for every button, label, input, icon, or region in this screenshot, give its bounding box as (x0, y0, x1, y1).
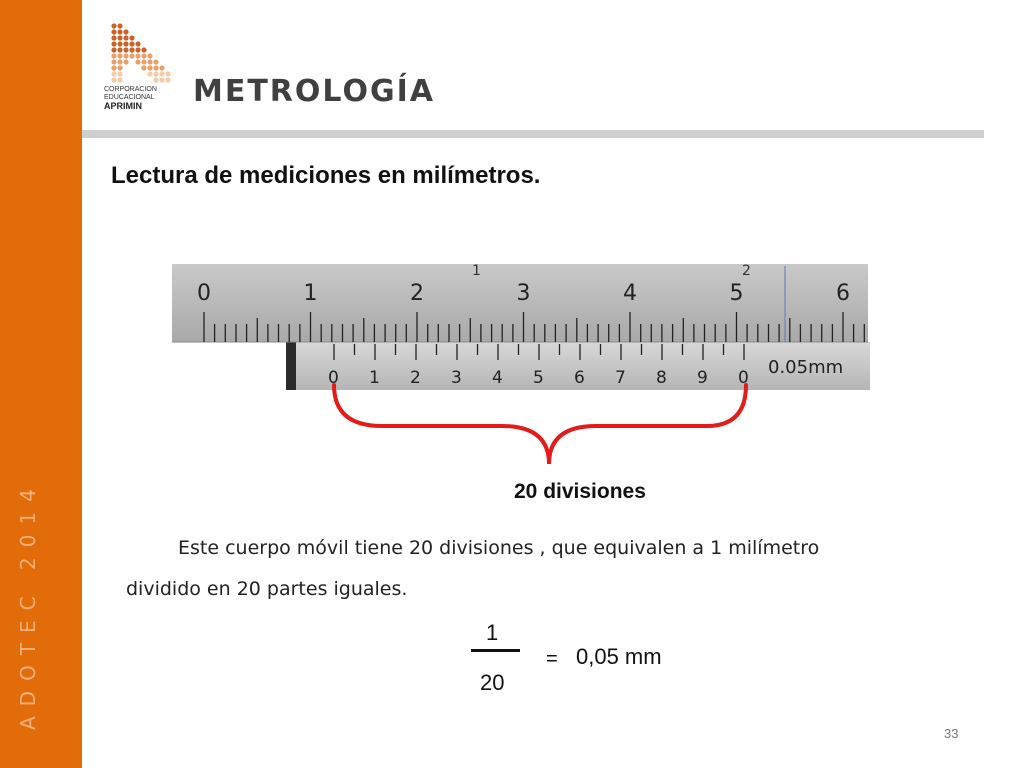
main-scale-label: 2 (410, 281, 424, 306)
vernier-unit-label: 0.05mm (768, 357, 843, 378)
vernier-scale-ticks (333, 344, 745, 360)
vernier-scale-label: 2 (410, 368, 421, 388)
main-scale-labels: 0 1 2 3 4 5 6 (197, 281, 850, 306)
vernier-scale-label: 6 (574, 368, 585, 388)
vernier-scale-label: 0 (738, 368, 749, 388)
main-scale-label: 0 (197, 281, 211, 306)
page-number: 33 (944, 726, 959, 741)
vernier-scale-label: 1 (369, 368, 380, 388)
main-scale-label: 5 (730, 281, 744, 306)
vernier-edge (286, 342, 296, 390)
logo-text: CORPORACION EDUCACIONAL APRIMIN (104, 86, 178, 111)
main-scale-label: 1 (304, 281, 318, 306)
fraction-bar (471, 649, 520, 652)
main-scale-ticks (203, 312, 865, 342)
vernier-scale-label: 3 (451, 368, 462, 388)
red-brace (332, 383, 748, 465)
fraction-denominator: 20 (480, 670, 505, 695)
vernier-scale-label: 0 (328, 368, 339, 388)
main-scale-top-label: 1 (472, 263, 481, 279)
main-scale-label: 6 (836, 281, 850, 306)
vernier-scale-label: 4 (492, 368, 503, 388)
sidebar-band: ADOTEC 2014 (0, 0, 82, 768)
divisions-label: 20 divisiones (514, 480, 646, 503)
header-title: METROLOGÍA (193, 74, 435, 109)
sidebar-vertical-text: ADOTEC 2014 (16, 479, 40, 730)
logo-brand: APRIMIN (104, 101, 142, 111)
body-line-1: Este cuerpo móvil tiene 20 divisiones , … (178, 537, 820, 559)
header-divider (82, 130, 984, 138)
body-paragraph: Este cuerpo móvil tiene 20 divisiones , … (126, 528, 966, 610)
main-scale-body (172, 264, 868, 342)
vernier-scale-label: 7 (615, 368, 626, 388)
equals-sign: = (546, 648, 558, 670)
aprimin-logo-icon (111, 23, 171, 83)
vernier-scale-label: 9 (697, 368, 708, 388)
slide-heading: Lectura de mediciones en milímetros. (111, 162, 541, 189)
vernier-body (286, 342, 870, 390)
main-scale-label: 4 (623, 281, 637, 306)
main-scale-top-label: 2 (742, 263, 751, 279)
formula-result: 0,05 mm (576, 644, 662, 669)
vernier-scale-labels: 0 1 2 3 4 5 6 7 8 9 0 (328, 368, 749, 388)
logo-line1: CORPORACION (104, 86, 157, 93)
fraction-numerator: 1 (486, 620, 499, 645)
logo-line2: EDUCACIONAL (104, 94, 155, 101)
vernier-scale-label: 5 (533, 368, 544, 388)
main-scale-label: 3 (517, 281, 531, 306)
body-line-2: dividido en 20 partes iguales. (126, 578, 408, 600)
vernier-scale-label: 8 (656, 368, 667, 388)
